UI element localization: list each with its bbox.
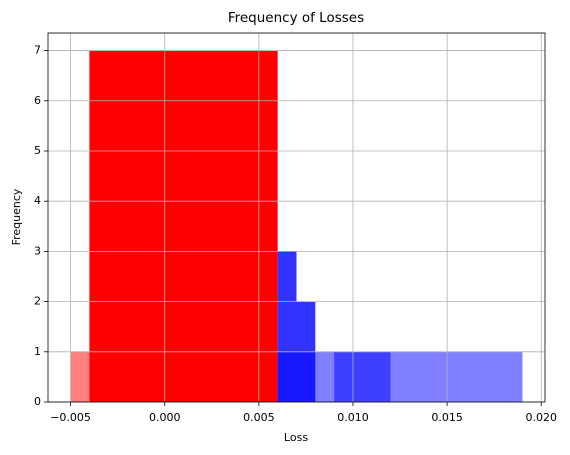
y-tick-label: 5 <box>34 144 41 157</box>
x-tick-label: 0.015 <box>431 411 463 424</box>
x-tick-label: 0.000 <box>149 411 181 424</box>
x-tick-label: 0.020 <box>525 411 557 424</box>
y-tick-label: 1 <box>34 345 41 358</box>
bar <box>277 351 316 402</box>
bar <box>390 351 523 402</box>
bar <box>334 351 391 402</box>
chart-title: Frequency of Losses <box>228 10 364 26</box>
bar <box>70 351 90 402</box>
y-tick-label: 4 <box>34 194 41 207</box>
y-tick-label: 7 <box>34 44 41 57</box>
bar <box>89 50 278 402</box>
bar <box>315 351 335 402</box>
x-tick-label: 0.010 <box>337 411 369 424</box>
y-axis-label: Frequency <box>10 188 23 245</box>
plot-frame <box>47 32 546 403</box>
x-tick-label: 0.005 <box>243 411 275 424</box>
y-tick-label: 6 <box>34 94 41 107</box>
x-tick-label: −0.005 <box>50 411 91 424</box>
y-tick-label: 0 <box>34 395 41 408</box>
x-axis-label: Loss <box>284 431 308 444</box>
y-tick-label: 2 <box>34 295 41 308</box>
y-tick-label: 3 <box>34 244 41 257</box>
